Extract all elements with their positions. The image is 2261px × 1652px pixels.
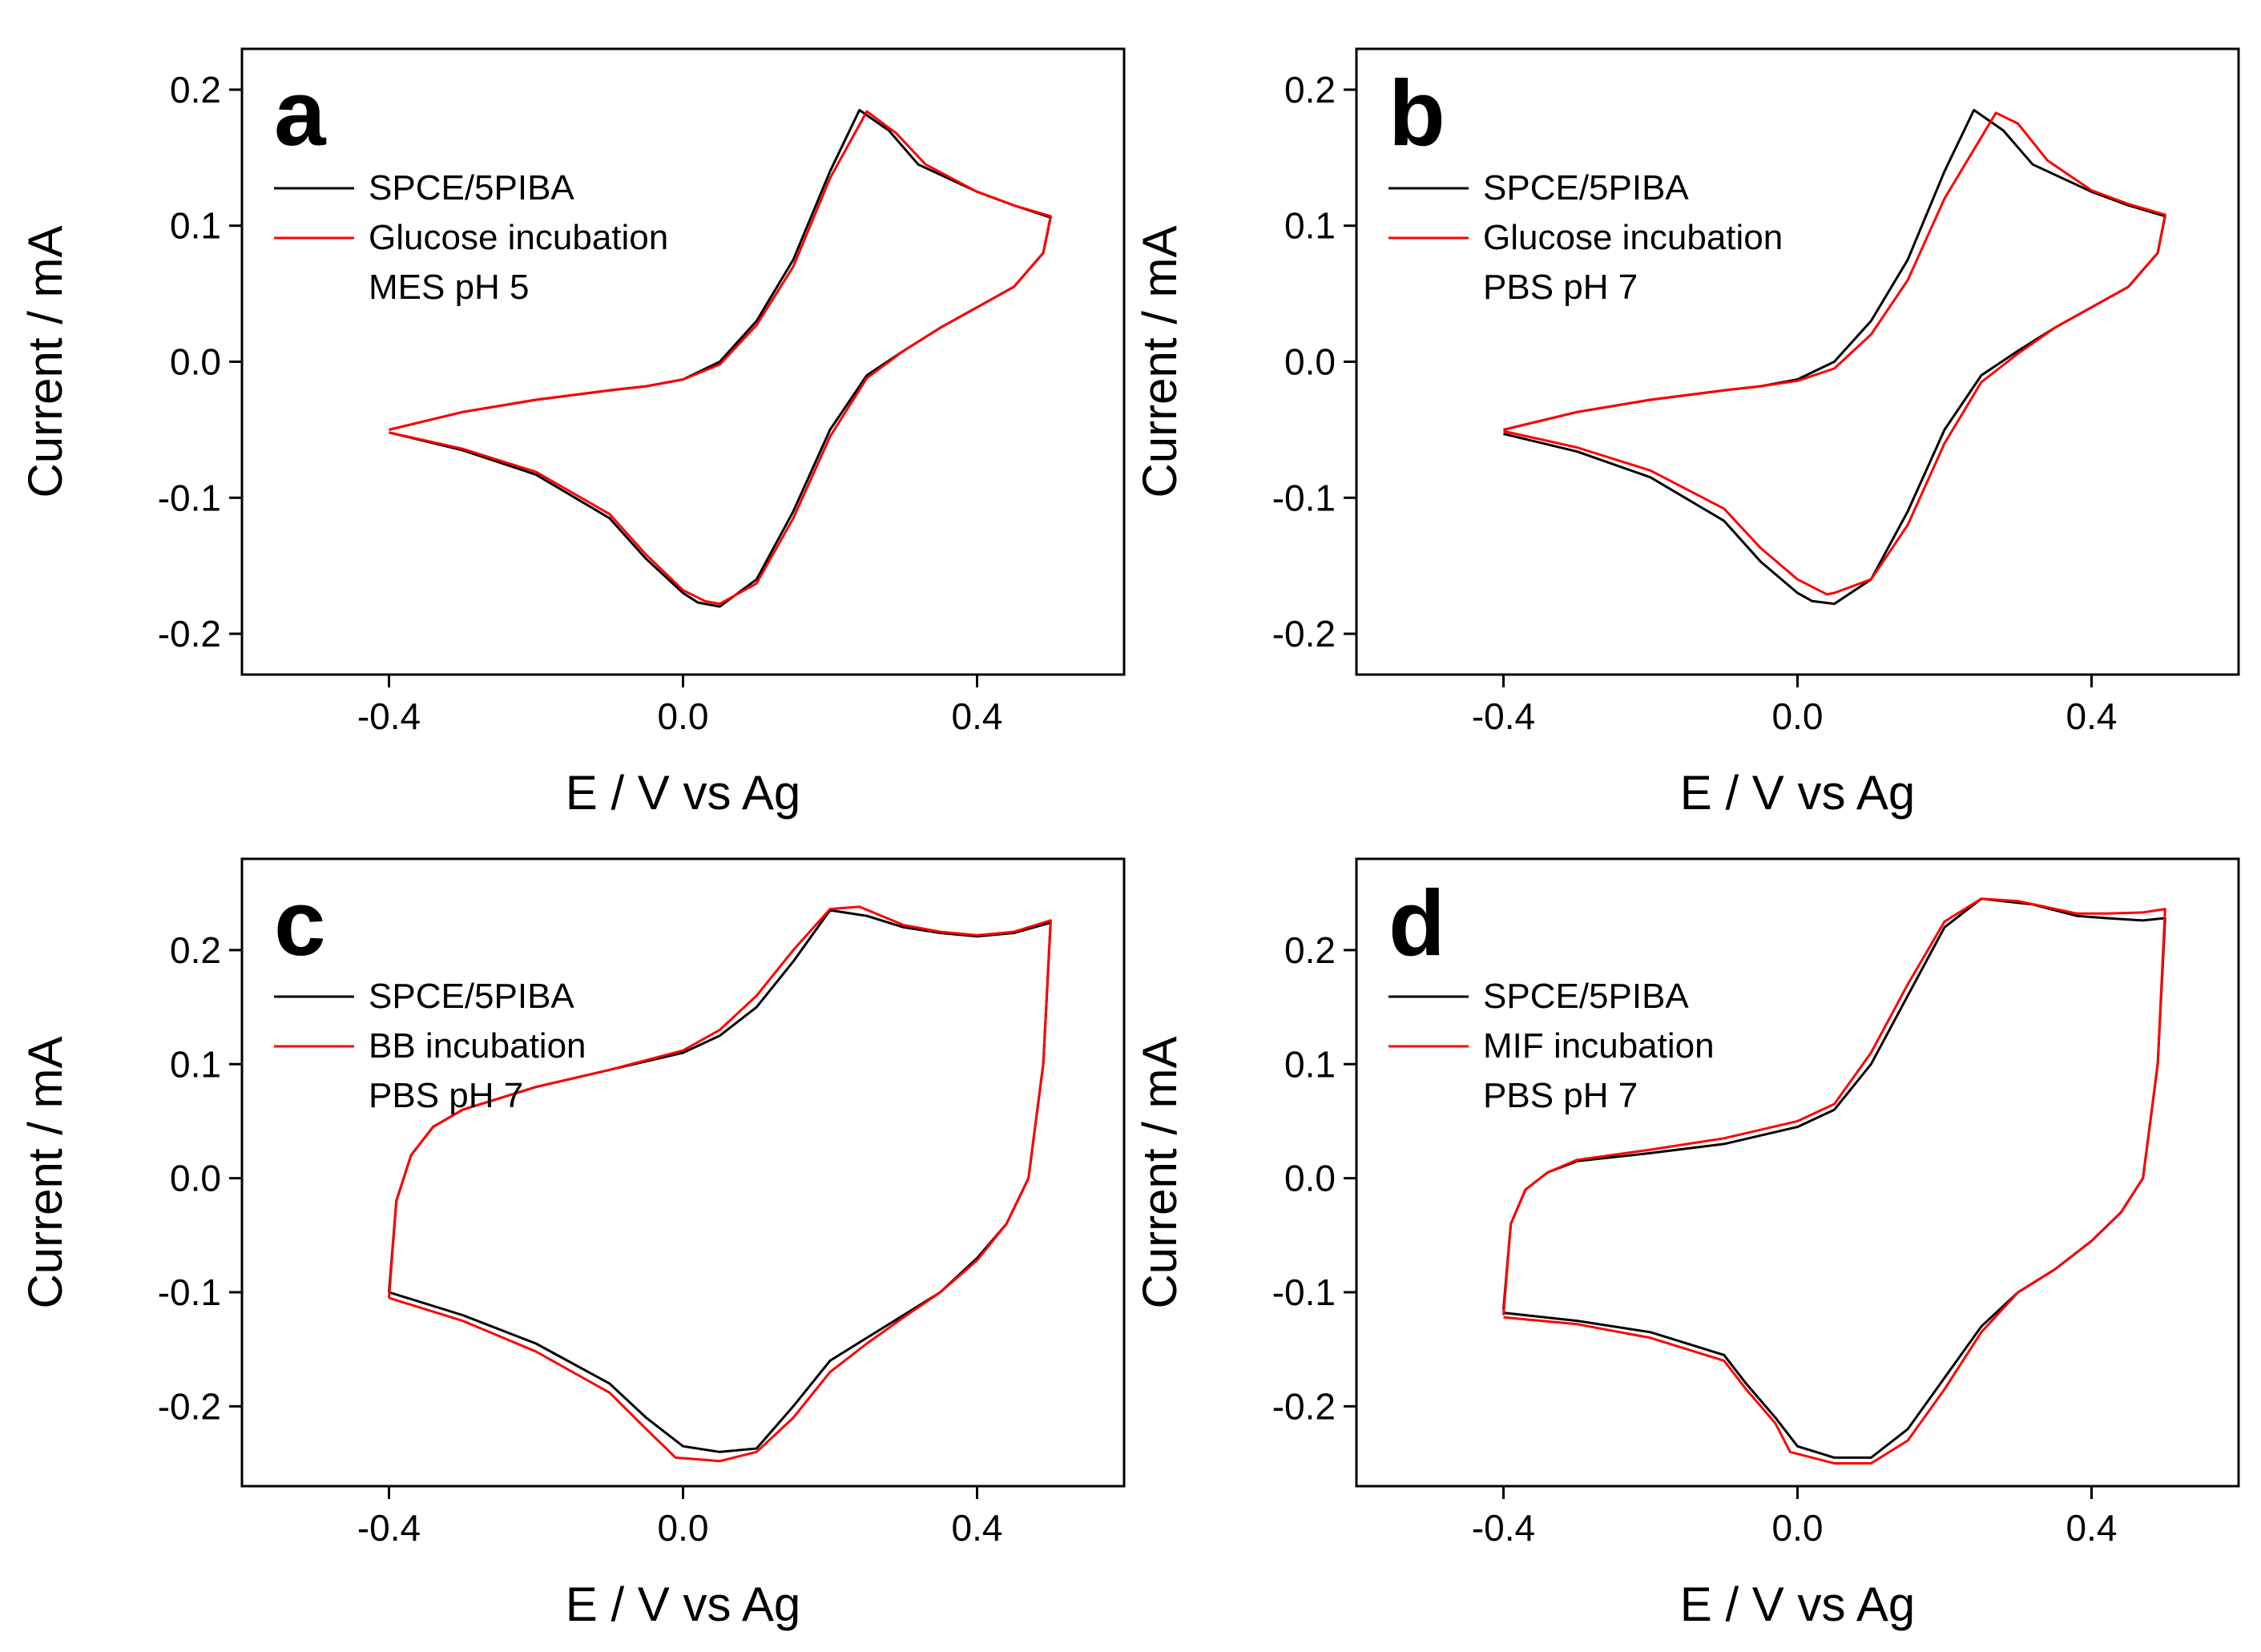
y-tick-label: -0.2 — [1272, 613, 1336, 655]
y-tick-label: -0.1 — [158, 477, 221, 518]
panel-letter: c — [274, 871, 326, 975]
legend-entry: Glucose incubation — [369, 218, 668, 257]
y-axis-title: Current / mA — [18, 225, 72, 498]
y-tick-label: -0.2 — [1272, 1385, 1336, 1427]
x-tick-label: -0.4 — [357, 1507, 421, 1549]
x-tick-label: -0.4 — [1472, 1507, 1535, 1549]
x-tick-label: 0.4 — [2066, 1507, 2118, 1549]
plot-frame — [1355, 857, 2240, 1488]
y-tick-label: 0.1 — [1284, 1043, 1336, 1085]
panel-c: -0.4 0.0 0.4 -0.2 -0.1 0.0 0.1 0.2 E / V vs Ag Cu… — [18, 857, 1126, 1631]
legend-entry: BB incubation — [369, 1026, 586, 1066]
y-tick-label: 0.0 — [170, 1158, 221, 1199]
legend-entry: Glucose incubation — [1483, 218, 1783, 257]
x-tick-label: 0.0 — [1772, 695, 1824, 737]
x-axis-title: E / V vs Ag — [1680, 1577, 1915, 1631]
panel-letter: d — [1388, 871, 1445, 975]
y-tick-label: 0.2 — [170, 929, 221, 971]
plot-frame — [1355, 47, 2240, 676]
series-red-trace — [388, 905, 1052, 1463]
x-tick-label: 0.4 — [952, 1507, 1003, 1549]
y-axis-title: Current / mA — [1133, 1036, 1187, 1308]
y-tick-label: -0.1 — [1272, 1271, 1336, 1313]
y-tick-label: -0.1 — [1272, 477, 1336, 518]
y-tick-label: 0.1 — [170, 205, 221, 247]
y-tick-label: 0.2 — [1284, 929, 1336, 971]
x-axis-title: E / V vs Ag — [1680, 766, 1915, 820]
plot-frame — [240, 47, 1126, 676]
y-tick-label: 0.2 — [170, 69, 221, 111]
x-tick-label: 0.4 — [952, 695, 1003, 737]
y-tick-label: 0.0 — [1284, 1158, 1336, 1199]
x-tick-label: -0.4 — [1472, 695, 1535, 737]
legend-note: MES pH 5 — [369, 268, 530, 307]
x-tick-label: 0.4 — [2066, 695, 2118, 737]
panel-a: -0.4 0.0 0.4 -0.2 -0.1 0.0 0.1 0.2 E / V vs Ag Cu… — [18, 47, 1126, 820]
plot-frame — [240, 857, 1126, 1488]
y-tick-label: 0.2 — [1284, 69, 1336, 111]
series-red-trace — [1502, 897, 2166, 1465]
x-tick-label: 0.0 — [658, 1507, 709, 1549]
legend-entry: SPCE/5PIBA — [369, 168, 574, 208]
y-tick-label: 0.0 — [1284, 341, 1336, 383]
panel-letter: a — [274, 61, 327, 165]
panel-letter: b — [1388, 61, 1445, 165]
legend-entry: SPCE/5PIBA — [1483, 977, 1689, 1016]
x-tick-label: 0.0 — [1772, 1507, 1824, 1549]
legend-note: PBS pH 7 — [1483, 268, 1638, 307]
y-tick-label: -0.2 — [158, 613, 221, 655]
legend-note: PBS pH 7 — [369, 1076, 523, 1115]
x-tick-label: -0.4 — [357, 695, 421, 737]
y-tick-label: 0.0 — [170, 341, 221, 383]
y-tick-label: 0.1 — [170, 1043, 221, 1085]
legend-entry: MIF incubation — [1483, 1026, 1715, 1066]
legend-note: PBS pH 7 — [1483, 1076, 1638, 1115]
x-axis-title: E / V vs Ag — [566, 1577, 800, 1631]
y-tick-label: -0.1 — [158, 1271, 221, 1313]
panel-d: -0.4 0.0 0.4 -0.2 -0.1 0.0 0.1 0.2 E / V vs Ag Cu… — [1133, 857, 2240, 1631]
series-red-trace — [1503, 111, 2166, 596]
y-axis-title: Current / mA — [18, 1036, 72, 1308]
x-tick-label: 0.0 — [658, 695, 709, 737]
legend-entry: SPCE/5PIBA — [1483, 168, 1689, 208]
x-axis-title: E / V vs Ag — [566, 766, 800, 820]
legend-entry: SPCE/5PIBA — [369, 977, 574, 1016]
series-red-trace — [389, 110, 1052, 606]
y-tick-label: -0.2 — [158, 1385, 221, 1427]
panel-b: -0.4 0.0 0.4 -0.2 -0.1 0.0 0.1 0.2 E / V vs Ag Cu… — [1133, 47, 2240, 820]
y-tick-label: 0.1 — [1284, 205, 1336, 247]
y-axis-title: Current / mA — [1133, 225, 1187, 498]
